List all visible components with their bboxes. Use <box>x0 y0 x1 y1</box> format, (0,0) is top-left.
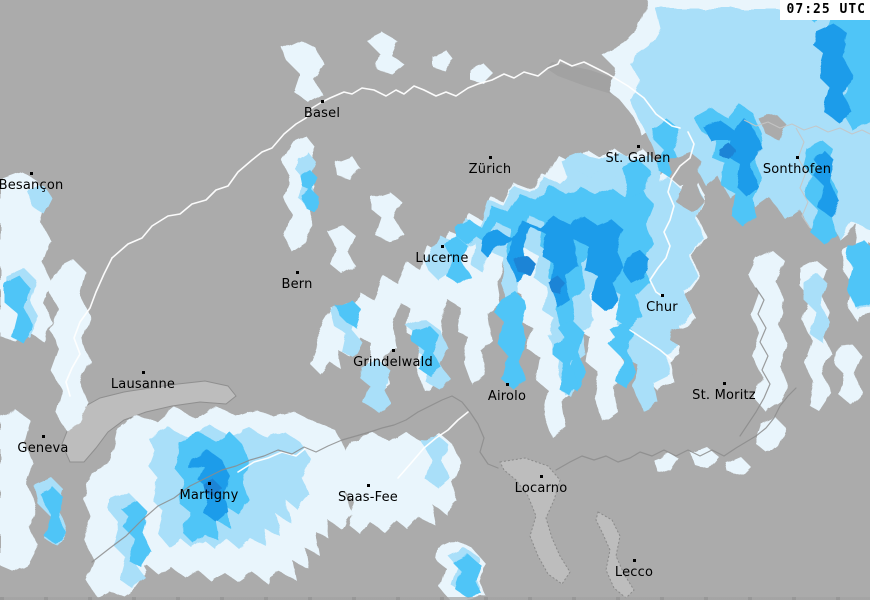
border-west <box>65 257 113 397</box>
borders-gray <box>91 287 797 563</box>
borders-lightgray <box>743 119 870 229</box>
border-austria <box>649 131 695 297</box>
border-allgaeu <box>795 127 811 229</box>
border-rhone <box>397 411 469 479</box>
lake-geneva <box>61 380 237 463</box>
border-north <box>111 59 681 259</box>
border-gotthard <box>629 329 673 361</box>
borders-white <box>65 59 695 479</box>
terrain-holes <box>668 114 786 378</box>
border-italy-south <box>91 395 499 563</box>
border-italy-east <box>555 387 797 471</box>
timestamp-badge: 07:25 UTC <box>779 0 870 20</box>
border-valais <box>237 447 307 473</box>
precip-level-5 <box>204 142 736 498</box>
border-grisons-east <box>739 287 771 437</box>
lake-maggiore-region <box>499 457 571 585</box>
border-bavaria <box>743 119 870 135</box>
bottom-edge-strip <box>0 597 870 600</box>
